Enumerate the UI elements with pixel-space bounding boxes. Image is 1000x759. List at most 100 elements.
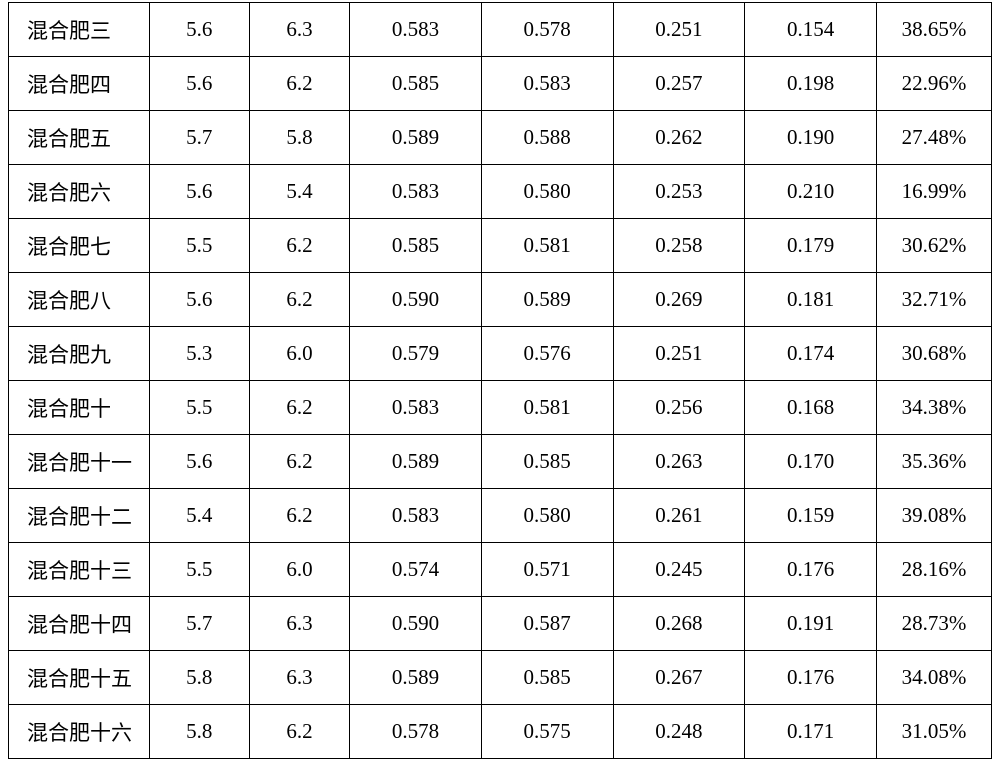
cell-value: 39.08%: [876, 489, 991, 543]
cell-label: 混合肥三: [9, 3, 150, 57]
cell-value: 5.6: [149, 57, 249, 111]
cell-value: 0.575: [481, 705, 613, 759]
cell-value: 0.191: [745, 597, 877, 651]
cell-value: 28.73%: [876, 597, 991, 651]
cell-label: 混合肥四: [9, 57, 150, 111]
cell-value: 0.583: [350, 489, 482, 543]
cell-value: 0.576: [481, 327, 613, 381]
cell-value: 0.579: [350, 327, 482, 381]
cell-value: 0.258: [613, 219, 745, 273]
cell-value: 0.581: [481, 219, 613, 273]
cell-value: 0.583: [350, 3, 482, 57]
cell-value: 0.585: [481, 435, 613, 489]
cell-value: 5.6: [149, 3, 249, 57]
cell-value: 0.585: [350, 57, 482, 111]
cell-value: 0.198: [745, 57, 877, 111]
table-row: 混合肥十二 5.4 6.2 0.583 0.580 0.261 0.159 39…: [9, 489, 992, 543]
cell-value: 5.6: [149, 435, 249, 489]
cell-value: 0.245: [613, 543, 745, 597]
cell-label: 混合肥九: [9, 327, 150, 381]
cell-value: 6.2: [249, 57, 349, 111]
cell-value: 6.2: [249, 435, 349, 489]
cell-label: 混合肥五: [9, 111, 150, 165]
cell-value: 5.7: [149, 111, 249, 165]
cell-value: 0.261: [613, 489, 745, 543]
cell-value: 34.08%: [876, 651, 991, 705]
cell-value: 6.3: [249, 3, 349, 57]
cell-value: 0.179: [745, 219, 877, 273]
cell-value: 0.176: [745, 651, 877, 705]
cell-value: 0.583: [350, 381, 482, 435]
table-row: 混合肥十六 5.8 6.2 0.578 0.575 0.248 0.171 31…: [9, 705, 992, 759]
cell-value: 0.580: [481, 165, 613, 219]
cell-value: 0.578: [481, 3, 613, 57]
cell-value: 0.253: [613, 165, 745, 219]
cell-value: 6.0: [249, 327, 349, 381]
page-container: 混合肥三 5.6 6.3 0.583 0.578 0.251 0.154 38.…: [0, 0, 1000, 755]
cell-value: 0.174: [745, 327, 877, 381]
cell-value: 5.5: [149, 543, 249, 597]
cell-value: 5.8: [149, 651, 249, 705]
table-row: 混合肥十四 5.7 6.3 0.590 0.587 0.268 0.191 28…: [9, 597, 992, 651]
cell-value: 6.0: [249, 543, 349, 597]
cell-value: 5.6: [149, 165, 249, 219]
cell-value: 6.2: [249, 489, 349, 543]
cell-value: 0.190: [745, 111, 877, 165]
cell-value: 0.262: [613, 111, 745, 165]
cell-value: 0.268: [613, 597, 745, 651]
cell-value: 0.170: [745, 435, 877, 489]
cell-value: 0.574: [350, 543, 482, 597]
cell-value: 0.583: [350, 165, 482, 219]
cell-value: 6.2: [249, 381, 349, 435]
cell-value: 0.248: [613, 705, 745, 759]
table-row: 混合肥十 5.5 6.2 0.583 0.581 0.256 0.168 34.…: [9, 381, 992, 435]
table-row: 混合肥四 5.6 6.2 0.585 0.583 0.257 0.198 22.…: [9, 57, 992, 111]
cell-label: 混合肥十三: [9, 543, 150, 597]
table-row: 混合肥六 5.6 5.4 0.583 0.580 0.253 0.210 16.…: [9, 165, 992, 219]
cell-label: 混合肥十: [9, 381, 150, 435]
cell-value: 0.181: [745, 273, 877, 327]
table-row: 混合肥九 5.3 6.0 0.579 0.576 0.251 0.174 30.…: [9, 327, 992, 381]
cell-value: 6.3: [249, 597, 349, 651]
cell-value: 0.589: [350, 435, 482, 489]
cell-value: 27.48%: [876, 111, 991, 165]
cell-value: 0.589: [481, 273, 613, 327]
cell-value: 0.583: [481, 57, 613, 111]
cell-value: 6.2: [249, 219, 349, 273]
cell-value: 32.71%: [876, 273, 991, 327]
cell-value: 0.210: [745, 165, 877, 219]
cell-value: 0.176: [745, 543, 877, 597]
table-row: 混合肥三 5.6 6.3 0.583 0.578 0.251 0.154 38.…: [9, 3, 992, 57]
table-row: 混合肥十三 5.5 6.0 0.574 0.571 0.245 0.176 28…: [9, 543, 992, 597]
cell-value: 34.38%: [876, 381, 991, 435]
cell-value: 5.5: [149, 219, 249, 273]
cell-value: 0.587: [481, 597, 613, 651]
cell-value: 0.257: [613, 57, 745, 111]
cell-label: 混合肥六: [9, 165, 150, 219]
table-row: 混合肥七 5.5 6.2 0.585 0.581 0.258 0.179 30.…: [9, 219, 992, 273]
cell-label: 混合肥十二: [9, 489, 150, 543]
cell-value: 5.4: [149, 489, 249, 543]
cell-value: 0.571: [481, 543, 613, 597]
cell-value: 30.62%: [876, 219, 991, 273]
cell-value: 6.3: [249, 651, 349, 705]
cell-value: 5.7: [149, 597, 249, 651]
cell-value: 0.585: [481, 651, 613, 705]
cell-value: 6.2: [249, 705, 349, 759]
data-table: 混合肥三 5.6 6.3 0.583 0.578 0.251 0.154 38.…: [8, 2, 992, 759]
cell-value: 0.171: [745, 705, 877, 759]
cell-value: 0.589: [350, 651, 482, 705]
cell-value: 0.154: [745, 3, 877, 57]
cell-value: 5.8: [249, 111, 349, 165]
cell-label: 混合肥八: [9, 273, 150, 327]
table-row: 混合肥五 5.7 5.8 0.589 0.588 0.262 0.190 27.…: [9, 111, 992, 165]
cell-value: 0.589: [350, 111, 482, 165]
cell-value: 0.168: [745, 381, 877, 435]
cell-value: 0.581: [481, 381, 613, 435]
cell-value: 0.585: [350, 219, 482, 273]
cell-value: 0.263: [613, 435, 745, 489]
cell-value: 31.05%: [876, 705, 991, 759]
cell-value: 0.251: [613, 3, 745, 57]
cell-label: 混合肥十一: [9, 435, 150, 489]
cell-value: 5.5: [149, 381, 249, 435]
